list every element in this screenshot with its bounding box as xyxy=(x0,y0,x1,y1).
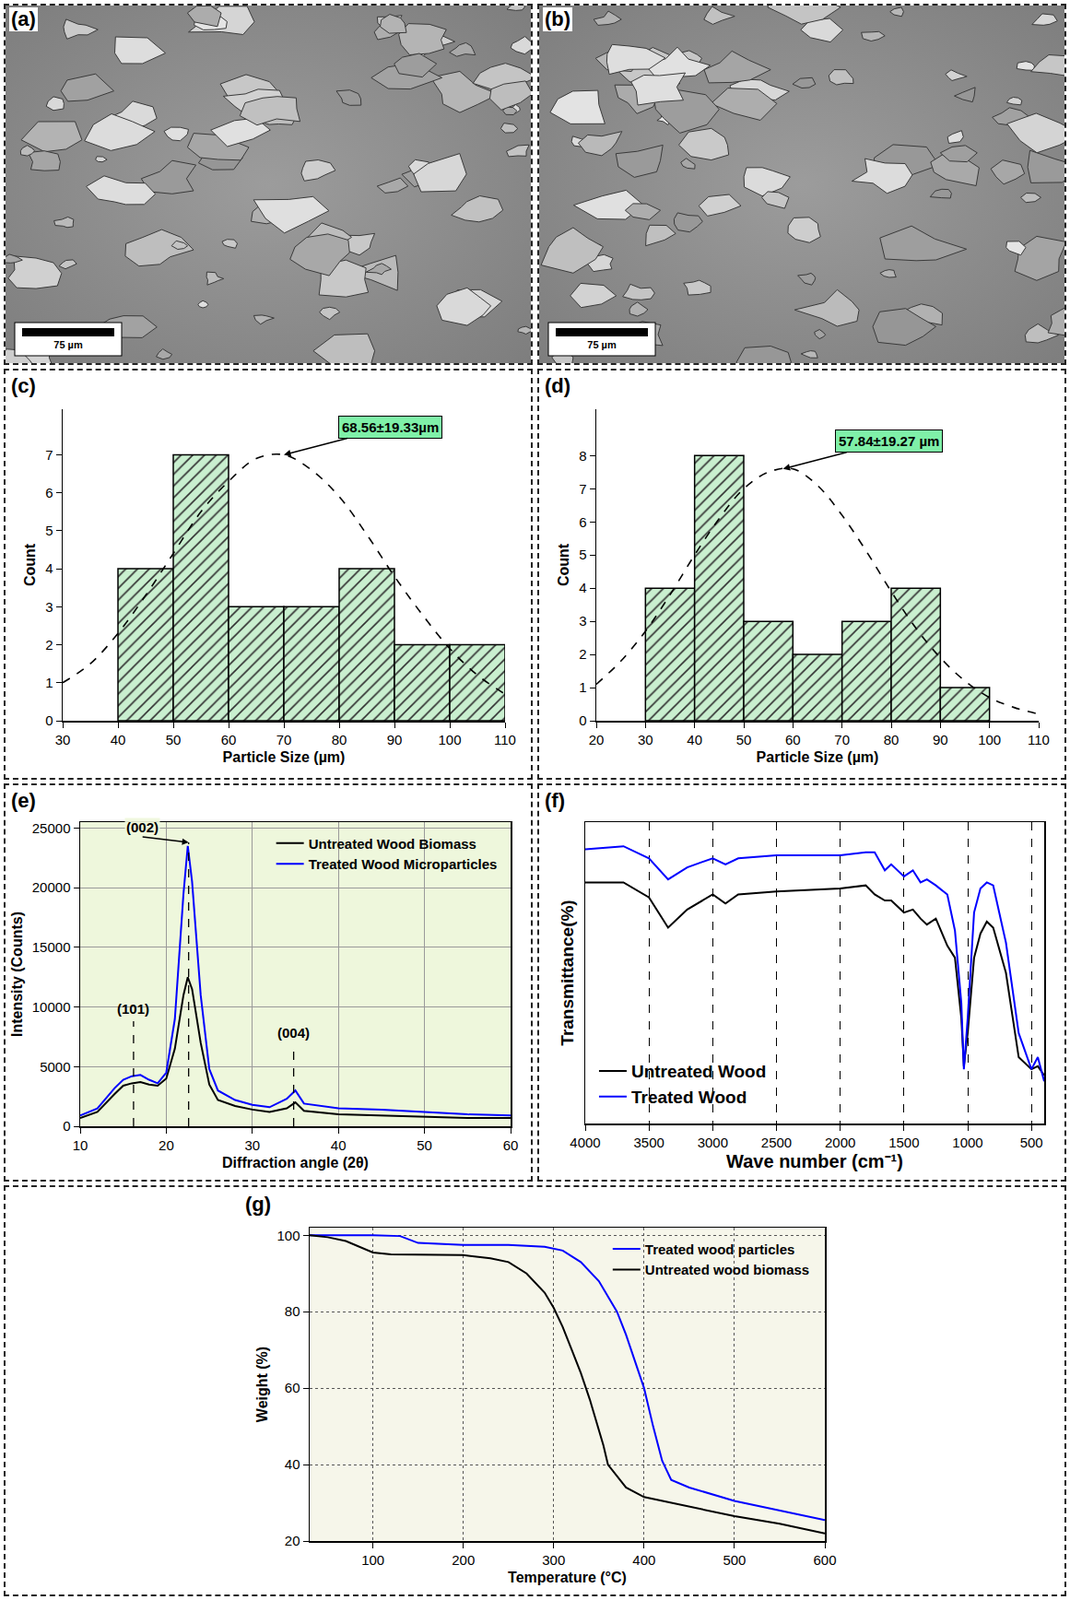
svg-text:Diffraction angle (2θ): Diffraction angle (2θ) xyxy=(222,1154,369,1171)
svg-text:100: 100 xyxy=(977,731,1001,748)
svg-text:6: 6 xyxy=(578,514,587,530)
svg-text:300: 300 xyxy=(541,1552,565,1568)
svg-text:68.56±19.33µm: 68.56±19.33µm xyxy=(341,419,439,436)
svg-text:Treated wood particles: Treated wood particles xyxy=(645,1241,796,1258)
svg-text:50: 50 xyxy=(416,1137,433,1153)
svg-text:1500: 1500 xyxy=(888,1134,919,1151)
svg-text:20: 20 xyxy=(284,1532,301,1549)
svg-text:20: 20 xyxy=(588,731,605,748)
svg-text:40: 40 xyxy=(110,731,127,748)
svg-text:4: 4 xyxy=(45,560,53,577)
svg-text:30: 30 xyxy=(637,731,654,748)
svg-text:5000: 5000 xyxy=(39,1058,71,1075)
svg-text:110: 110 xyxy=(493,731,517,748)
svg-text:8: 8 xyxy=(578,447,587,464)
html-text:(d): (d) xyxy=(544,374,571,398)
svg-text:50: 50 xyxy=(736,731,753,748)
svg-text:2500: 2500 xyxy=(761,1134,792,1151)
svg-text:(002): (002) xyxy=(126,819,159,835)
html-text:(f): (f) xyxy=(544,788,565,812)
svg-text:3: 3 xyxy=(578,612,587,629)
svg-text:3500: 3500 xyxy=(633,1134,664,1151)
svg-text:60: 60 xyxy=(284,1379,301,1396)
svg-text:200: 200 xyxy=(451,1552,475,1568)
svg-text:10: 10 xyxy=(72,1137,89,1153)
svg-text:600: 600 xyxy=(812,1552,836,1568)
svg-text:80: 80 xyxy=(284,1303,301,1319)
svg-text:Particle Size (µm): Particle Size (µm) xyxy=(756,749,880,765)
svg-text:20: 20 xyxy=(158,1137,175,1153)
svg-text:30: 30 xyxy=(244,1137,260,1153)
svg-text:20000: 20000 xyxy=(32,879,71,895)
svg-text:110: 110 xyxy=(1027,731,1050,748)
svg-text:80: 80 xyxy=(331,731,348,748)
svg-text:40: 40 xyxy=(686,731,703,748)
svg-text:0: 0 xyxy=(45,712,53,729)
svg-text:80: 80 xyxy=(883,731,900,748)
html-text:(a): (a) xyxy=(11,7,36,31)
html-text:(b): (b) xyxy=(544,7,571,31)
svg-text:60: 60 xyxy=(503,1137,519,1153)
svg-text:90: 90 xyxy=(387,731,403,748)
svg-text:3000: 3000 xyxy=(697,1134,729,1151)
svg-text:60: 60 xyxy=(785,731,801,748)
svg-text:Count: Count xyxy=(22,542,38,587)
svg-text:25000: 25000 xyxy=(32,820,71,836)
html-text:(c): (c) xyxy=(11,374,36,398)
svg-text:40: 40 xyxy=(284,1456,301,1472)
svg-text:40: 40 xyxy=(330,1137,347,1153)
svg-text:60: 60 xyxy=(221,731,237,748)
svg-text:0: 0 xyxy=(578,712,587,729)
svg-text:5: 5 xyxy=(578,546,587,563)
svg-text:1000: 1000 xyxy=(952,1134,983,1151)
svg-text:2: 2 xyxy=(45,636,53,653)
svg-text:Untreated Wood Biomass: Untreated Wood Biomass xyxy=(308,835,477,852)
svg-text:7: 7 xyxy=(578,481,587,497)
svg-text:Untreated Wood: Untreated Wood xyxy=(631,1061,766,1082)
svg-text:5: 5 xyxy=(45,522,53,539)
svg-text:100: 100 xyxy=(361,1552,385,1568)
svg-text:Treated Wood Microparticles: Treated Wood Microparticles xyxy=(308,856,498,872)
svg-text:70: 70 xyxy=(834,731,850,748)
svg-text:2000: 2000 xyxy=(824,1134,856,1151)
svg-text:4: 4 xyxy=(578,579,587,596)
svg-text:30: 30 xyxy=(55,731,71,748)
svg-text:1: 1 xyxy=(45,674,53,691)
html-text:(g): (g) xyxy=(245,1192,272,1216)
svg-text:Weight (%): Weight (%) xyxy=(254,1346,271,1423)
svg-text:10000: 10000 xyxy=(32,999,71,1015)
svg-text:100: 100 xyxy=(276,1227,300,1244)
html-text:75 µm: 75 µm xyxy=(53,339,83,351)
svg-text:2: 2 xyxy=(578,646,587,662)
svg-text:Count: Count xyxy=(555,542,572,587)
svg-text:50: 50 xyxy=(165,731,182,748)
svg-text:Untreated wood biomass: Untreated wood biomass xyxy=(645,1261,810,1278)
svg-text:(101): (101) xyxy=(117,1000,150,1017)
svg-text:400: 400 xyxy=(632,1552,656,1568)
svg-text:Temperature (°C): Temperature (°C) xyxy=(507,1569,627,1586)
svg-text:57.84±19.27 µm: 57.84±19.27 µm xyxy=(838,433,940,449)
svg-text:Treated Wood: Treated Wood xyxy=(631,1087,747,1107)
svg-text:15000: 15000 xyxy=(32,939,71,955)
svg-text:(004): (004) xyxy=(277,1024,310,1041)
svg-text:Wave number (cm⁻¹): Wave number (cm⁻¹) xyxy=(726,1151,904,1172)
svg-text:7: 7 xyxy=(45,446,53,463)
svg-text:Particle Size (µm): Particle Size (µm) xyxy=(223,749,346,765)
svg-text:4000: 4000 xyxy=(569,1134,600,1151)
html-text:75 µm: 75 µm xyxy=(587,339,617,351)
svg-text:0: 0 xyxy=(62,1117,71,1134)
svg-text:500: 500 xyxy=(722,1552,746,1568)
svg-text:100: 100 xyxy=(437,731,461,748)
svg-text:90: 90 xyxy=(932,731,949,748)
svg-text:Intensity (Counts): Intensity (Counts) xyxy=(9,911,25,1037)
svg-text:Transmittance(%): Transmittance(%) xyxy=(557,899,577,1046)
html-text:(e): (e) xyxy=(11,788,36,812)
svg-text:3: 3 xyxy=(45,599,53,615)
svg-text:70: 70 xyxy=(276,731,293,748)
svg-text:500: 500 xyxy=(1020,1134,1044,1151)
svg-text:6: 6 xyxy=(45,484,53,501)
svg-text:1: 1 xyxy=(578,679,587,695)
